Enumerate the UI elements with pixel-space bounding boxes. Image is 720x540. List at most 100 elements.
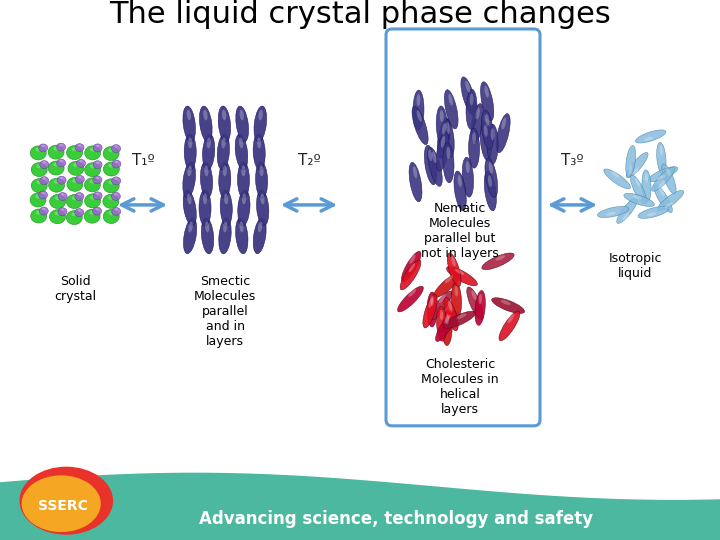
Ellipse shape [53, 163, 59, 167]
Ellipse shape [423, 294, 437, 328]
Ellipse shape [66, 194, 82, 208]
Ellipse shape [475, 291, 485, 326]
Ellipse shape [238, 190, 250, 226]
Ellipse shape [48, 161, 64, 175]
Ellipse shape [648, 167, 678, 182]
Ellipse shape [467, 287, 483, 320]
FancyBboxPatch shape [0, 464, 720, 540]
Ellipse shape [235, 134, 248, 170]
Ellipse shape [104, 162, 120, 176]
Ellipse shape [454, 171, 467, 211]
Ellipse shape [78, 176, 81, 179]
Ellipse shape [451, 282, 462, 318]
Ellipse shape [114, 178, 118, 180]
Ellipse shape [412, 106, 428, 145]
Ellipse shape [479, 294, 482, 305]
Ellipse shape [482, 253, 514, 269]
Ellipse shape [96, 145, 99, 147]
Ellipse shape [203, 110, 207, 120]
Ellipse shape [183, 106, 196, 142]
Ellipse shape [93, 192, 102, 200]
Ellipse shape [114, 145, 117, 148]
Ellipse shape [455, 269, 464, 275]
Ellipse shape [57, 176, 66, 184]
Ellipse shape [431, 295, 434, 306]
Ellipse shape [50, 210, 66, 224]
Ellipse shape [31, 163, 48, 177]
Ellipse shape [488, 175, 492, 187]
Ellipse shape [444, 311, 475, 328]
Ellipse shape [96, 208, 99, 211]
Ellipse shape [413, 90, 424, 130]
Ellipse shape [254, 106, 266, 142]
Ellipse shape [495, 255, 505, 260]
Ellipse shape [96, 161, 99, 164]
Ellipse shape [72, 147, 77, 151]
Ellipse shape [647, 213, 656, 217]
Ellipse shape [496, 113, 510, 153]
Ellipse shape [220, 190, 233, 226]
Ellipse shape [186, 110, 191, 120]
Ellipse shape [40, 177, 49, 185]
Ellipse shape [451, 256, 456, 266]
Ellipse shape [93, 161, 102, 168]
Ellipse shape [112, 160, 121, 168]
Ellipse shape [242, 193, 246, 204]
Ellipse shape [657, 175, 665, 180]
Ellipse shape [90, 147, 96, 152]
Ellipse shape [109, 164, 114, 167]
Ellipse shape [114, 161, 118, 163]
Ellipse shape [256, 190, 269, 226]
Ellipse shape [219, 162, 231, 198]
Ellipse shape [187, 194, 192, 204]
Ellipse shape [666, 167, 670, 176]
Ellipse shape [397, 286, 423, 312]
Ellipse shape [48, 178, 65, 192]
Ellipse shape [475, 107, 480, 119]
Ellipse shape [436, 312, 456, 341]
Ellipse shape [235, 218, 248, 254]
Ellipse shape [611, 171, 619, 177]
Ellipse shape [235, 106, 248, 142]
Ellipse shape [253, 218, 266, 254]
Ellipse shape [443, 143, 454, 183]
Ellipse shape [629, 165, 632, 174]
Ellipse shape [66, 211, 82, 225]
Ellipse shape [114, 208, 118, 211]
Ellipse shape [79, 160, 83, 163]
Ellipse shape [85, 194, 101, 208]
Ellipse shape [67, 177, 83, 191]
Ellipse shape [93, 144, 102, 152]
Ellipse shape [436, 132, 449, 171]
Ellipse shape [217, 134, 230, 170]
Ellipse shape [112, 207, 121, 215]
Ellipse shape [37, 180, 42, 184]
Ellipse shape [22, 475, 101, 532]
Ellipse shape [188, 138, 192, 148]
Ellipse shape [462, 157, 474, 197]
Ellipse shape [184, 218, 197, 254]
Ellipse shape [66, 146, 83, 160]
Ellipse shape [632, 167, 639, 175]
Ellipse shape [465, 81, 470, 92]
Ellipse shape [258, 110, 263, 120]
Ellipse shape [84, 209, 100, 223]
Ellipse shape [61, 208, 64, 211]
Ellipse shape [436, 306, 446, 341]
Ellipse shape [458, 175, 462, 187]
Ellipse shape [606, 212, 616, 215]
Ellipse shape [447, 253, 461, 287]
Ellipse shape [89, 179, 95, 184]
Ellipse shape [31, 179, 48, 193]
Ellipse shape [441, 136, 445, 147]
Ellipse shape [644, 137, 653, 141]
Ellipse shape [84, 178, 100, 192]
Ellipse shape [480, 82, 494, 121]
Ellipse shape [42, 145, 45, 147]
Ellipse shape [598, 206, 629, 218]
Ellipse shape [492, 298, 525, 313]
Ellipse shape [103, 194, 119, 208]
Ellipse shape [409, 163, 422, 202]
Ellipse shape [444, 90, 458, 129]
Ellipse shape [240, 110, 244, 120]
